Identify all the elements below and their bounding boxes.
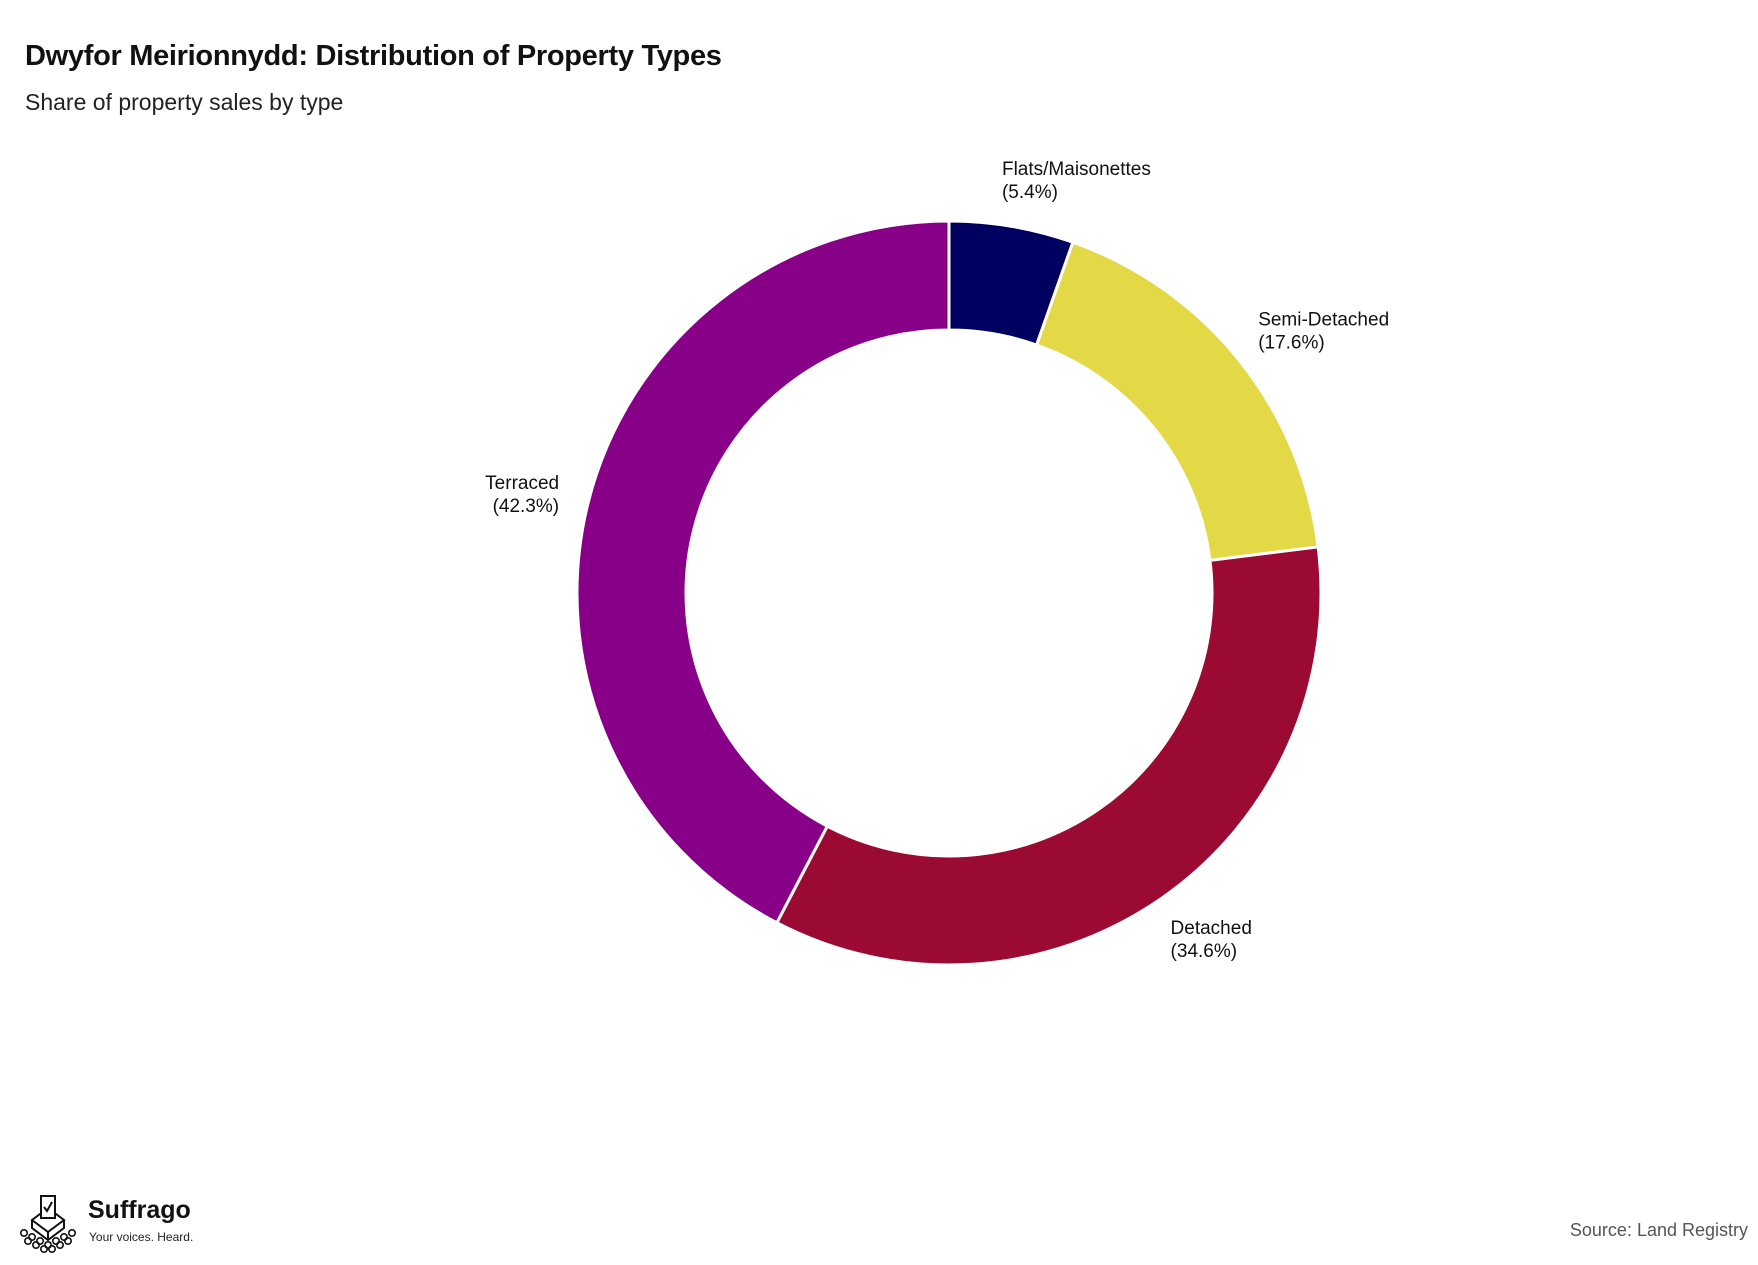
donut-slices — [575, 219, 1323, 967]
slice-label-detached: Detached (34.6%) — [1171, 918, 1252, 962]
brand-name: Suffrago — [88, 1196, 191, 1224]
slice-detached — [774, 545, 1323, 967]
slice-label-value: (17.6%) — [1258, 333, 1325, 354]
slice-label-name: Semi-Detached — [1258, 310, 1389, 331]
slice-label-name: Flats/Maisonettes — [1002, 159, 1151, 180]
slice-label-semi-detached: Semi-Detached (17.6%) — [1258, 310, 1389, 354]
slice-label-value: (34.6%) — [1171, 941, 1238, 962]
slice-semi-detached — [1034, 240, 1320, 563]
slice-label-value: (42.3%) — [493, 496, 560, 517]
chart-title: Dwyfor Meirionnydd: Distribution of Prop… — [25, 40, 722, 72]
brand-tagline: Your voices. Heard. — [89, 1230, 194, 1244]
chart-subtitle: Share of property sales by type — [25, 89, 344, 115]
ballot-box-crowd-icon — [20, 1195, 76, 1253]
slice-label-terraced: Terraced (42.3%) — [485, 473, 559, 517]
slice-label-value: (5.4%) — [1002, 182, 1058, 203]
brand-logo-block: Suffrago Your voices. Heard. — [14, 1192, 214, 1253]
slice-terraced — [575, 219, 951, 925]
slice-label-name: Detached — [1171, 918, 1252, 939]
slice-label-flats-maisonettes: Flats/Maisonettes (5.4%) — [1002, 159, 1151, 203]
slice-labels: Flats/Maisonettes (5.4%) Semi-Detached (17.… — [485, 159, 1389, 962]
source-note: Source: Land Registry — [1569, 1220, 1748, 1240]
slice-label-name: Terraced — [485, 473, 559, 494]
